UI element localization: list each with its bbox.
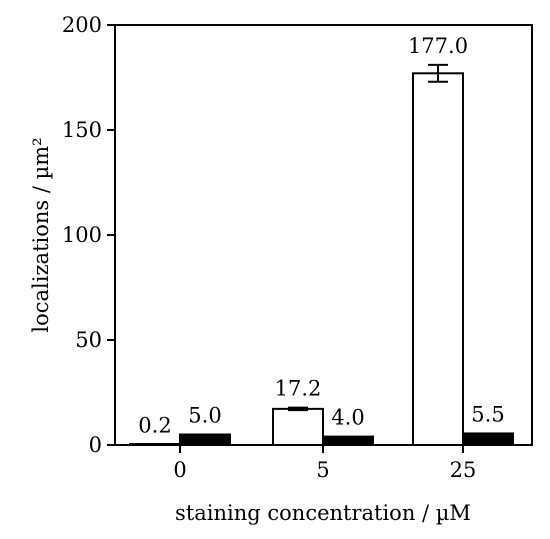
x-tick-label: 25 (450, 458, 477, 482)
y-axis-label: localizations / µm² (29, 137, 53, 332)
y-tick-label: 0 (89, 433, 102, 457)
y-tick-label: 100 (62, 223, 102, 247)
data-label: 177.0 (408, 34, 468, 58)
bar-series (129, 63, 514, 447)
y-axis: 0 50 100 150 200 (62, 13, 115, 457)
bar-open (272, 407, 324, 447)
data-label: 0.2 (138, 414, 171, 438)
bar-filled (462, 432, 514, 447)
data-label: 5.0 (188, 404, 221, 428)
y-tick-label: 200 (62, 13, 102, 37)
x-axis: 0 5 25 (173, 445, 476, 482)
data-label: 4.0 (331, 406, 364, 430)
x-tick-label: 5 (316, 458, 329, 482)
data-label: 17.2 (275, 377, 322, 401)
data-label: 5.5 (471, 402, 504, 426)
bar-open (129, 443, 181, 446)
x-tick-label: 0 (173, 458, 186, 482)
bar-open (412, 72, 464, 447)
x-axis-label: staining concentration / µM (175, 501, 471, 525)
y-tick-label: 50 (75, 328, 102, 352)
y-tick-label: 150 (62, 118, 102, 142)
bar-filled (322, 435, 374, 447)
plot-frame (114, 24, 533, 446)
bar-filled (179, 433, 231, 446)
data-labels: 0.2 17.2 177.0 5.0 4.0 5.5 (138, 34, 504, 438)
